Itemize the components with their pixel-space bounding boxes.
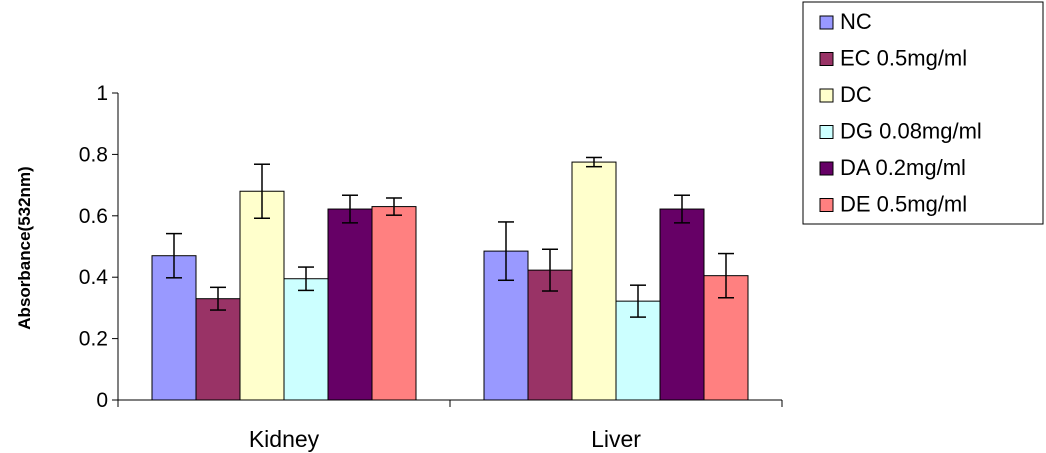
x-category-label-liver: Liver [591, 426, 641, 452]
error-bar-liver-5 [718, 252, 734, 299]
legend-swatch-2 [819, 88, 834, 103]
y-tick-label: 0.8 [79, 143, 108, 166]
y-tick-label: 0 [96, 389, 108, 412]
legend-swatch-0 [819, 15, 834, 30]
bar-liver-4 [659, 208, 705, 401]
error-bar-liver-4 [674, 194, 690, 224]
bar-kidney-3 [283, 278, 329, 401]
error-bar-kidney-4 [342, 194, 358, 224]
legend: NC EC 0.5mg/ml DC DG 0.08mg/ml DA 0.2mg/ml DE… [802, 1, 1044, 225]
legend-label-1: EC 0.5mg/ml [840, 46, 967, 71]
error-bar-liver-2 [586, 156, 602, 168]
error-bar-kidney-0 [166, 232, 182, 279]
bar-kidney-5 [371, 206, 417, 401]
legend-swatch-5 [819, 198, 834, 212]
error-bar-kidney-3 [298, 266, 314, 292]
legend-swatch-3 [819, 125, 834, 139]
legend-label-5: DE 0.5mg/ml [840, 192, 967, 217]
error-bar-liver-0 [498, 221, 514, 282]
legend-label-0: NC [840, 9, 872, 34]
bar-kidney-1 [195, 298, 241, 401]
axes: Kidney Liver 0 0.2 0.4 0.6 0.8 1 [79, 82, 783, 452]
legend-label-4: DA 0.2mg/ml [840, 155, 966, 180]
bar-kidney-2 [239, 190, 285, 401]
legend-label-2: DC [840, 82, 872, 107]
y-tick-label: 1 [96, 82, 108, 105]
error-bar-kidney-2 [254, 163, 270, 220]
bar-liver-2 [571, 161, 617, 401]
error-bar-liver-3 [630, 284, 646, 318]
bar-kidney-4 [327, 208, 373, 401]
legend-swatch-4 [819, 161, 834, 176]
y-tick-label: 0.4 [79, 266, 109, 289]
error-bar-kidney-1 [210, 286, 226, 311]
error-bar-liver-1 [542, 248, 558, 292]
bar-kidney-0 [151, 255, 197, 401]
x-category-label-kidney: Kidney [249, 426, 320, 452]
legend-box [802, 1, 1044, 225]
y-tick-label: 0.2 [79, 328, 108, 351]
y-axis-label: Absorbance(532nm) [15, 166, 34, 329]
legend-swatch-1 [819, 52, 834, 66]
legend-label-3: DG 0.08mg/ml [840, 119, 982, 144]
y-tick-label: 0.6 [79, 205, 108, 228]
plot-area [151, 156, 749, 401]
error-bar-kidney-5 [386, 197, 402, 216]
